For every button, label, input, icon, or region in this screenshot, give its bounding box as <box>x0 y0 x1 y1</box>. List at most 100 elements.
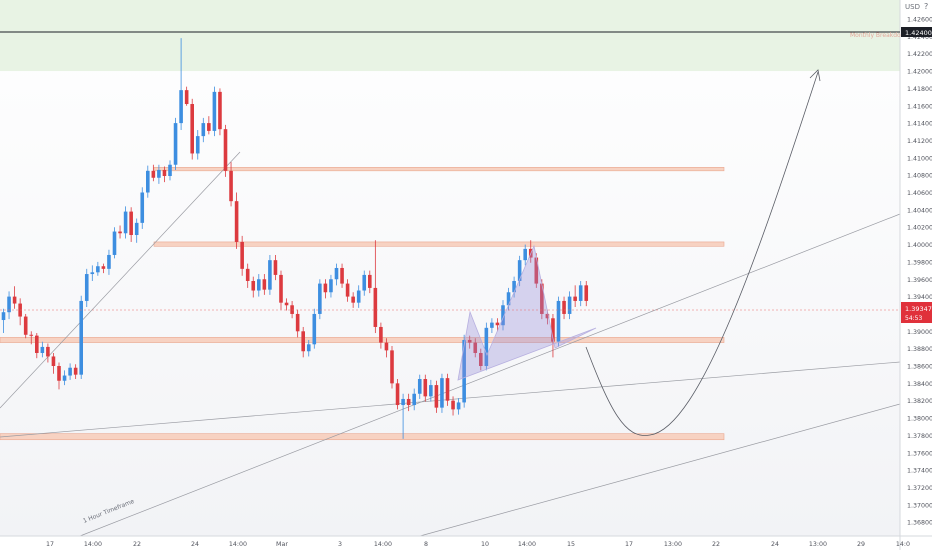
target-price-badge <box>901 27 932 37</box>
candle-body <box>73 367 78 375</box>
candle-body <box>351 296 355 303</box>
y-tick-label: 1.37800 <box>907 433 932 440</box>
zone-support-2 <box>0 433 725 441</box>
x-tick-label: 8 <box>424 541 428 548</box>
y-tick-label: 1.41200 <box>907 138 932 145</box>
candle-body <box>29 334 34 336</box>
candle-body <box>151 170 156 178</box>
y-tick-label: 1.39400 <box>907 294 932 301</box>
x-tick-label: 17 <box>46 541 54 548</box>
candle-body <box>584 285 589 301</box>
y-tick-label: 1.40200 <box>907 225 932 232</box>
y-tick-label: 1.40600 <box>907 190 932 197</box>
candle-body <box>462 339 466 403</box>
zone-resistance-1 <box>153 167 725 172</box>
x-tick-label: 17 <box>625 541 633 548</box>
candle-body <box>567 296 572 314</box>
x-tick-label: 3 <box>338 541 342 548</box>
currency-label: USD <box>905 3 920 11</box>
candle-body <box>268 260 272 290</box>
x-tick-label: Mar <box>276 541 288 548</box>
candle-body <box>484 327 489 366</box>
x-tick-label: 14:00 <box>518 541 536 548</box>
x-tick-label: 13:00 <box>809 541 827 548</box>
y-tick-label: 1.40400 <box>907 207 932 214</box>
candle-body <box>445 378 450 401</box>
candle-body <box>440 378 444 408</box>
y-tick-label: 1.36800 <box>907 520 932 527</box>
projection-arrowhead <box>809 69 821 82</box>
x-tick-label: 24 <box>191 541 199 548</box>
candle-body <box>340 267 344 284</box>
x-tick-label: 14:00 <box>84 541 102 548</box>
trendline-2 <box>0 361 901 438</box>
candle-body <box>184 90 189 105</box>
candle-body <box>578 285 583 301</box>
candle-body <box>190 104 194 154</box>
candle-body <box>284 302 289 306</box>
candle-body <box>406 398 411 406</box>
zone-monthly-zone <box>0 0 900 72</box>
y-tick-label: 1.38800 <box>907 346 932 353</box>
y-tick-label: 1.42400 <box>907 34 932 41</box>
candle-body <box>323 283 328 293</box>
y-tick-label: 1.39600 <box>907 277 932 284</box>
trendline-1 <box>0 151 241 409</box>
candle-body <box>290 305 294 314</box>
y-tick-label: 1.38200 <box>907 398 932 405</box>
candle-body <box>540 283 544 314</box>
pattern-shape <box>457 244 597 381</box>
candle-body <box>417 379 422 394</box>
candle-body <box>490 322 494 328</box>
candle-body <box>12 296 17 304</box>
x-tick-label: 14:00 <box>229 541 247 548</box>
candle-body <box>473 342 478 353</box>
candle-body <box>562 300 566 314</box>
candle-body <box>368 274 372 288</box>
candle-body <box>434 385 439 408</box>
candle-body <box>195 136 200 154</box>
y-tick-label: 1.37000 <box>907 502 932 509</box>
y-tick-label: 1.39000 <box>907 329 932 336</box>
candle-body <box>467 339 472 343</box>
candle-countdown: 54:53 <box>905 315 922 322</box>
candle-body <box>412 393 416 406</box>
candle-body <box>240 241 244 269</box>
candle-body <box>234 201 239 242</box>
x-tick-label: 14:0 <box>896 541 910 548</box>
x-tick-label: 13:00 <box>664 541 682 548</box>
candle-body <box>318 283 322 314</box>
candle-body <box>212 91 217 131</box>
candle-body <box>356 290 361 303</box>
y-tick-label: 1.38600 <box>907 364 932 371</box>
zone-support-1 <box>0 337 725 343</box>
axis-menu-icon[interactable]: ? <box>924 2 928 11</box>
trendline-3 <box>79 213 901 537</box>
candle-body <box>40 346 45 353</box>
x-tick-label: 14:00 <box>374 541 392 548</box>
candle-body <box>373 287 378 327</box>
projection-path <box>585 71 819 436</box>
candle-body <box>345 283 350 297</box>
candle-body <box>123 211 128 234</box>
candle-body <box>384 342 389 351</box>
y-tick-label: 1.42200 <box>907 51 932 58</box>
candle-body <box>395 383 400 406</box>
candle-body <box>107 254 111 269</box>
y-tick-label: 1.41400 <box>907 121 932 128</box>
candle-body <box>257 279 261 291</box>
y-tick-label: 1.38400 <box>907 381 932 388</box>
candle-body <box>201 123 206 137</box>
y-tick-label: 1.37200 <box>907 485 932 492</box>
y-tick-label: 1.37400 <box>907 468 932 475</box>
x-tick-label: 29 <box>857 541 865 548</box>
target-price-value: 1.42400 <box>905 29 932 37</box>
candle-body <box>456 402 461 410</box>
candle-body <box>79 300 83 375</box>
candle-body <box>96 266 100 273</box>
candle-body <box>523 248 527 261</box>
candle-body <box>362 274 367 291</box>
candle-body <box>512 280 516 293</box>
candle-body <box>573 296 577 301</box>
